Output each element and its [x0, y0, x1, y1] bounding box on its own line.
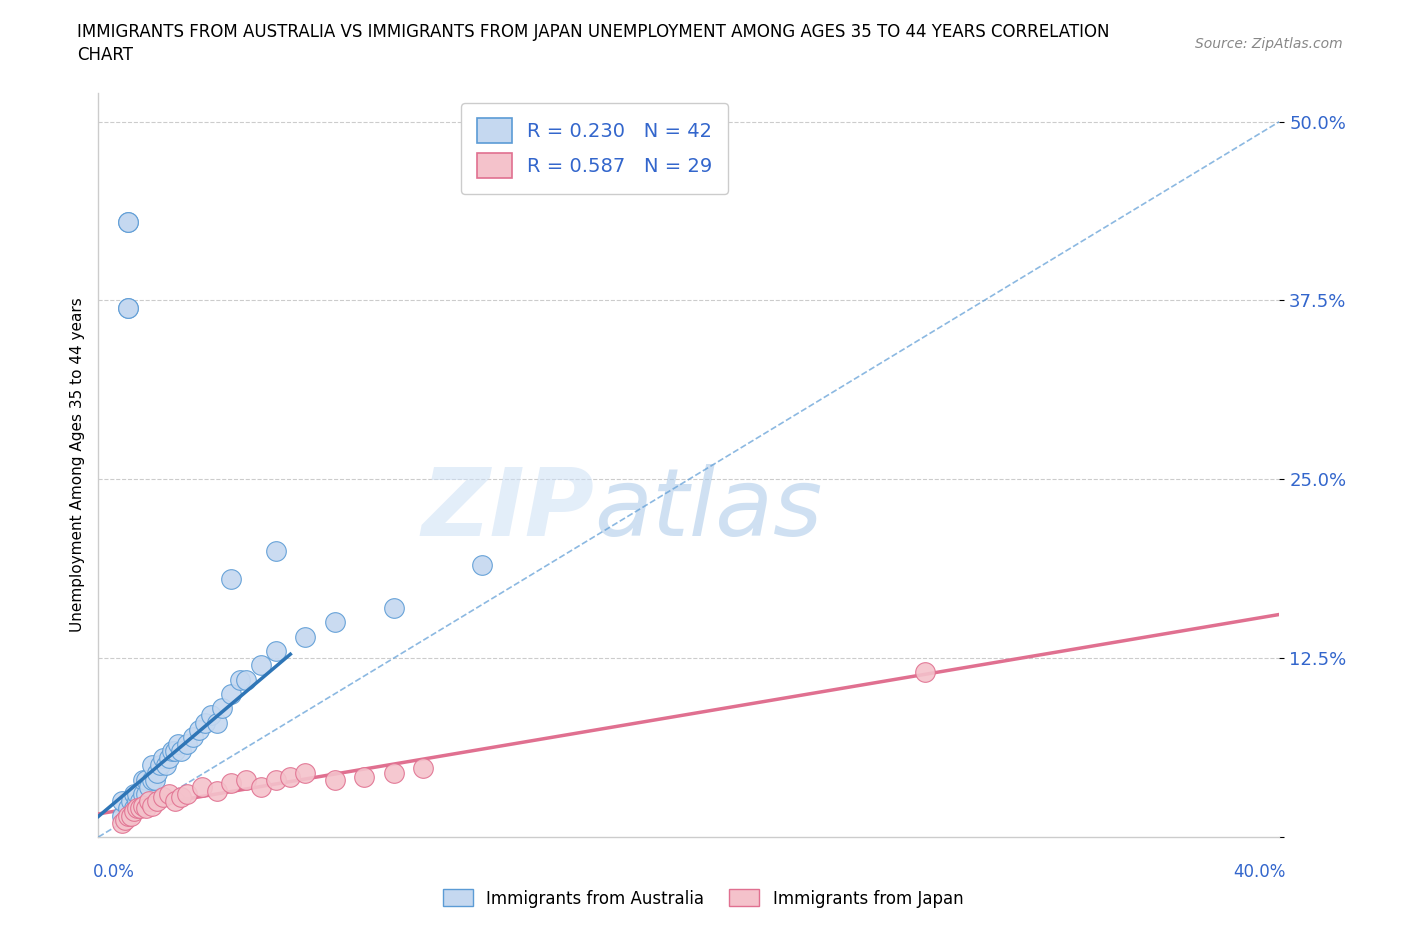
- Text: ZIP: ZIP: [422, 464, 595, 555]
- Point: [157, 787, 180, 802]
- Point: [162, 744, 183, 759]
- Point: [157, 751, 180, 765]
- Point: [191, 779, 214, 794]
- Point: [165, 744, 187, 759]
- Point: [264, 644, 287, 658]
- Point: [111, 816, 134, 830]
- Legend: R = 0.230   N = 42, R = 0.587   N = 29: R = 0.230 N = 42, R = 0.587 N = 29: [461, 102, 728, 193]
- Point: [132, 772, 155, 787]
- Point: [152, 751, 174, 765]
- Point: [914, 665, 936, 680]
- Point: [120, 808, 142, 823]
- Point: [205, 715, 228, 730]
- Point: [143, 772, 166, 787]
- Point: [211, 701, 233, 716]
- Legend: Immigrants from Australia, Immigrants from Japan: Immigrants from Australia, Immigrants fr…: [436, 883, 970, 914]
- Point: [155, 758, 177, 773]
- Point: [471, 558, 494, 573]
- Point: [176, 737, 198, 751]
- Y-axis label: Unemployment Among Ages 35 to 44 years: Unemployment Among Ages 35 to 44 years: [69, 298, 84, 632]
- Point: [132, 787, 155, 802]
- Text: 40.0%: 40.0%: [1233, 863, 1285, 881]
- Point: [125, 794, 148, 809]
- Point: [165, 794, 187, 809]
- Point: [117, 808, 139, 823]
- Point: [138, 794, 160, 809]
- Point: [323, 772, 346, 787]
- Point: [135, 787, 157, 802]
- Point: [235, 772, 257, 787]
- Point: [117, 801, 139, 816]
- Point: [181, 729, 204, 744]
- Point: [135, 801, 157, 816]
- Point: [149, 758, 172, 773]
- Point: [280, 769, 302, 784]
- Point: [111, 794, 134, 809]
- Point: [170, 790, 193, 804]
- Point: [117, 300, 139, 315]
- Point: [111, 808, 134, 823]
- Point: [132, 798, 155, 813]
- Text: 0.0%: 0.0%: [93, 863, 135, 881]
- Point: [382, 765, 405, 780]
- Point: [167, 737, 190, 751]
- Point: [235, 672, 257, 687]
- Point: [176, 787, 198, 802]
- Point: [229, 672, 252, 687]
- Point: [294, 630, 316, 644]
- Point: [122, 804, 145, 818]
- Point: [141, 798, 163, 813]
- Point: [125, 801, 148, 816]
- Point: [294, 765, 316, 780]
- Point: [138, 779, 160, 794]
- Point: [250, 779, 273, 794]
- Point: [117, 214, 139, 229]
- Point: [412, 761, 434, 776]
- Point: [122, 787, 145, 802]
- Point: [187, 723, 209, 737]
- Point: [250, 658, 273, 672]
- Text: CHART: CHART: [77, 46, 134, 64]
- Point: [152, 790, 174, 804]
- Point: [264, 543, 287, 558]
- Point: [221, 776, 243, 790]
- Point: [205, 784, 228, 799]
- Point: [120, 794, 142, 809]
- Text: Source: ZipAtlas.com: Source: ZipAtlas.com: [1195, 37, 1343, 51]
- Point: [141, 758, 163, 773]
- Point: [194, 715, 217, 730]
- Point: [125, 787, 148, 802]
- Point: [122, 801, 145, 816]
- Point: [221, 572, 243, 587]
- Point: [128, 794, 150, 809]
- Point: [146, 794, 169, 809]
- Point: [141, 772, 163, 787]
- Point: [117, 214, 139, 229]
- Point: [264, 772, 287, 787]
- Point: [353, 769, 375, 784]
- Point: [117, 300, 139, 315]
- Point: [323, 615, 346, 630]
- Point: [146, 765, 169, 780]
- Text: IMMIGRANTS FROM AUSTRALIA VS IMMIGRANTS FROM JAPAN UNEMPLOYMENT AMONG AGES 35 TO: IMMIGRANTS FROM AUSTRALIA VS IMMIGRANTS …: [77, 23, 1109, 41]
- Point: [382, 601, 405, 616]
- Text: atlas: atlas: [595, 464, 823, 555]
- Point: [200, 708, 222, 723]
- Point: [170, 744, 193, 759]
- Point: [128, 801, 150, 816]
- Point: [135, 772, 157, 787]
- Point: [221, 686, 243, 701]
- Point: [114, 813, 136, 828]
